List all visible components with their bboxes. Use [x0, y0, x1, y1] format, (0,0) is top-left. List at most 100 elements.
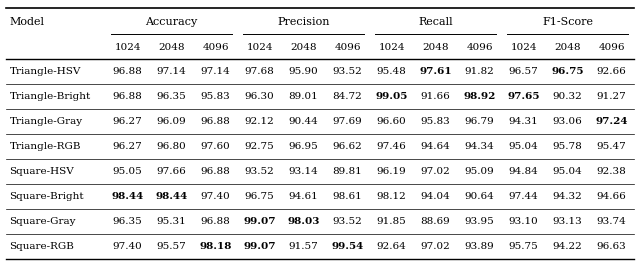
- Text: 96.88: 96.88: [201, 167, 230, 176]
- Text: 96.88: 96.88: [113, 67, 143, 76]
- Text: Precision: Precision: [277, 17, 330, 27]
- Text: 96.95: 96.95: [289, 142, 319, 151]
- Text: Model: Model: [10, 17, 45, 27]
- Text: Triangle-HSV: Triangle-HSV: [10, 67, 81, 76]
- Text: 96.75: 96.75: [551, 67, 584, 76]
- Text: 97.60: 97.60: [201, 142, 230, 151]
- Text: 2048: 2048: [422, 43, 449, 52]
- Text: 95.75: 95.75: [509, 242, 538, 251]
- Text: 95.48: 95.48: [377, 67, 406, 76]
- Text: 96.63: 96.63: [596, 242, 627, 251]
- Text: 88.69: 88.69: [420, 217, 451, 226]
- Text: 93.95: 93.95: [465, 217, 495, 226]
- Text: 97.44: 97.44: [509, 192, 538, 201]
- Text: 99.07: 99.07: [243, 217, 276, 226]
- Text: 99.07: 99.07: [243, 242, 276, 251]
- Text: 94.22: 94.22: [553, 242, 582, 251]
- Text: 96.19: 96.19: [377, 167, 406, 176]
- Text: 93.74: 93.74: [596, 217, 627, 226]
- Text: 97.24: 97.24: [595, 117, 628, 126]
- Text: 97.46: 97.46: [377, 142, 406, 151]
- Text: 96.80: 96.80: [157, 142, 186, 151]
- Text: 95.90: 95.90: [289, 67, 319, 76]
- Text: 98.44: 98.44: [156, 192, 188, 201]
- Text: 90.32: 90.32: [553, 92, 582, 101]
- Text: F1-Score: F1-Score: [542, 17, 593, 27]
- Text: 2048: 2048: [554, 43, 581, 52]
- Text: 95.78: 95.78: [553, 142, 582, 151]
- Text: 94.61: 94.61: [289, 192, 319, 201]
- Text: 91.27: 91.27: [596, 92, 627, 101]
- Text: 84.72: 84.72: [333, 92, 362, 101]
- Text: Accuracy: Accuracy: [145, 17, 198, 27]
- Text: 93.14: 93.14: [289, 167, 319, 176]
- Text: 94.31: 94.31: [509, 117, 538, 126]
- Text: 96.88: 96.88: [201, 117, 230, 126]
- Text: 92.64: 92.64: [377, 242, 406, 251]
- Text: 96.27: 96.27: [113, 142, 143, 151]
- Text: Square-Bright: Square-Bright: [10, 192, 84, 201]
- Text: Square-Gray: Square-Gray: [10, 217, 76, 226]
- Text: 97.61: 97.61: [419, 67, 452, 76]
- Text: 91.66: 91.66: [420, 92, 451, 101]
- Text: 93.10: 93.10: [509, 217, 538, 226]
- Text: 93.52: 93.52: [333, 67, 362, 76]
- Text: 4096: 4096: [467, 43, 493, 52]
- Text: 90.44: 90.44: [289, 117, 319, 126]
- Text: Triangle-RGB: Triangle-RGB: [10, 142, 81, 151]
- Text: 94.34: 94.34: [465, 142, 495, 151]
- Text: 97.02: 97.02: [420, 167, 451, 176]
- Text: 97.69: 97.69: [333, 117, 362, 126]
- Text: 96.75: 96.75: [244, 192, 275, 201]
- Text: 93.52: 93.52: [244, 167, 275, 176]
- Text: 97.65: 97.65: [508, 92, 540, 101]
- Text: 90.64: 90.64: [465, 192, 495, 201]
- Text: 96.35: 96.35: [113, 217, 143, 226]
- Text: 89.81: 89.81: [333, 167, 362, 176]
- Text: 2048: 2048: [291, 43, 317, 52]
- Text: 93.06: 93.06: [553, 117, 582, 126]
- Text: 96.88: 96.88: [201, 217, 230, 226]
- Text: 96.62: 96.62: [333, 142, 362, 151]
- Text: 96.57: 96.57: [509, 67, 538, 76]
- Text: 97.40: 97.40: [201, 192, 230, 201]
- Text: Square-HSV: Square-HSV: [10, 167, 74, 176]
- Text: Recall: Recall: [419, 17, 453, 27]
- Text: 92.38: 92.38: [596, 167, 627, 176]
- Text: 94.32: 94.32: [553, 192, 582, 201]
- Text: 92.66: 92.66: [596, 67, 627, 76]
- Text: 1024: 1024: [378, 43, 405, 52]
- Text: Triangle-Bright: Triangle-Bright: [10, 92, 91, 101]
- Text: 93.13: 93.13: [553, 217, 582, 226]
- Text: 96.60: 96.60: [377, 117, 406, 126]
- Text: 4096: 4096: [598, 43, 625, 52]
- Text: 96.35: 96.35: [157, 92, 186, 101]
- Text: 95.83: 95.83: [420, 117, 451, 126]
- Text: Square-RGB: Square-RGB: [10, 242, 74, 251]
- Text: 95.31: 95.31: [157, 217, 186, 226]
- Text: 94.66: 94.66: [596, 192, 627, 201]
- Text: 96.79: 96.79: [465, 117, 495, 126]
- Text: 91.82: 91.82: [465, 67, 495, 76]
- Text: 97.14: 97.14: [201, 67, 230, 76]
- Text: 96.88: 96.88: [113, 92, 143, 101]
- Text: 99.05: 99.05: [376, 92, 408, 101]
- Text: 97.02: 97.02: [420, 242, 451, 251]
- Text: 97.68: 97.68: [244, 67, 275, 76]
- Text: 99.54: 99.54: [332, 242, 364, 251]
- Text: 1024: 1024: [510, 43, 537, 52]
- Text: 1024: 1024: [115, 43, 141, 52]
- Text: 95.47: 95.47: [596, 142, 627, 151]
- Text: 4096: 4096: [334, 43, 361, 52]
- Text: 92.12: 92.12: [244, 117, 275, 126]
- Text: 98.92: 98.92: [463, 92, 496, 101]
- Text: 98.44: 98.44: [111, 192, 144, 201]
- Text: 98.61: 98.61: [333, 192, 362, 201]
- Text: 96.27: 96.27: [113, 117, 143, 126]
- Text: 94.84: 94.84: [509, 167, 538, 176]
- Text: 95.04: 95.04: [509, 142, 538, 151]
- Text: 94.64: 94.64: [420, 142, 451, 151]
- Text: 96.09: 96.09: [157, 117, 186, 126]
- Text: 97.40: 97.40: [113, 242, 143, 251]
- Text: 95.05: 95.05: [113, 167, 143, 176]
